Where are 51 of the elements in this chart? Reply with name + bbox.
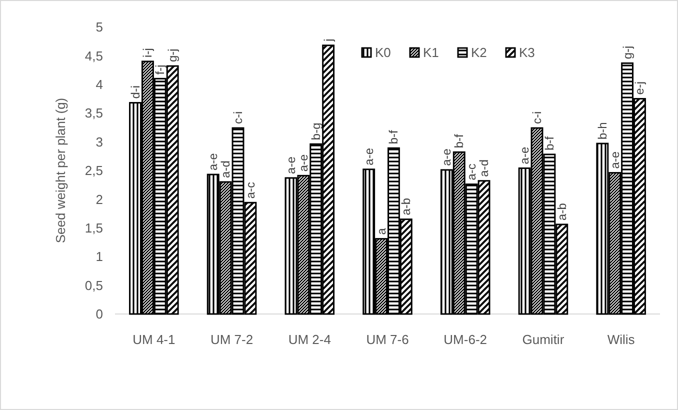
legend-label: K3: [519, 45, 535, 60]
data-label: a-b: [554, 202, 569, 220]
data-label: a-d: [477, 159, 492, 177]
y-tick-label: 0,5: [84, 278, 103, 293]
x-tick-label: Gumitir: [522, 332, 565, 347]
y-tick-label: 1: [96, 249, 103, 264]
y-tick-label: 2,5: [84, 163, 103, 178]
y-tick-label: 2: [96, 192, 103, 207]
data-label: a-d: [218, 160, 233, 178]
data-label: f-j: [153, 64, 168, 75]
legend-label: K2: [471, 45, 487, 60]
y-tick-label: 0: [96, 306, 103, 322]
data-label: e-j: [632, 81, 647, 95]
data-label: c-i: [231, 111, 246, 124]
data-label: b-f: [386, 129, 401, 144]
x-tick-label: UM-6-2: [444, 332, 488, 347]
data-label: i-j: [140, 48, 155, 58]
data-label: a: [374, 228, 388, 235]
data-label: a-e: [440, 148, 454, 166]
y-tick-label: 4,5: [84, 48, 103, 64]
x-tick-label: Wilis: [607, 332, 636, 347]
legend-label: K0: [375, 45, 391, 60]
x-tick-label: UM 2-4: [288, 332, 331, 347]
data-label: j: [321, 38, 336, 42]
y-tick-label: 4: [96, 76, 103, 92]
data-label: b-f: [542, 136, 556, 150]
data-label: a-e: [518, 146, 532, 164]
data-label: g-j: [166, 48, 180, 62]
data-label: b-f: [452, 133, 466, 148]
y-tick-label: 1,5: [84, 220, 103, 236]
data-label: b-h: [595, 122, 610, 140]
data-label: a-e: [206, 152, 220, 171]
data-label: a-e: [284, 156, 298, 174]
data-label: a-e: [296, 154, 310, 172]
y-tick-label: 5: [96, 20, 103, 35]
data-label: b-g: [308, 122, 323, 140]
x-tick-label: UM 7-6: [366, 332, 409, 347]
x-tick-label: UM 7-2: [210, 332, 254, 347]
x-tick-label: UM 4-1: [132, 332, 176, 347]
data-label: a-c: [243, 182, 258, 199]
data-label: a-e: [608, 151, 622, 169]
data-label: a-b: [399, 198, 414, 216]
data-label: a-e: [362, 148, 376, 166]
y-axis-title: Seed weight per plant (g): [53, 98, 68, 244]
data-label: c-i: [530, 111, 544, 124]
legend-label: K1: [423, 45, 439, 60]
data-label: d-i: [128, 85, 142, 99]
y-tick-label: 3,5: [84, 106, 103, 121]
data-label: a-c: [464, 164, 479, 180]
data-label: g-j: [620, 46, 634, 60]
y-tick-label: 3: [96, 134, 103, 150]
